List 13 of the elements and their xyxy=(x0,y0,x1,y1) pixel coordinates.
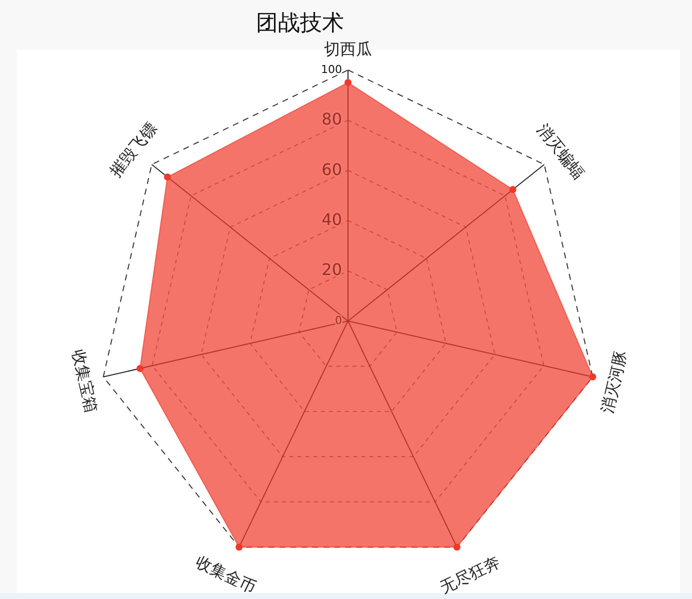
category-label: 消灭河豚 xyxy=(598,348,630,416)
category-label: 收集金币 xyxy=(192,552,259,598)
category-label: 收集宝箱 xyxy=(68,348,102,414)
y-tick-label: 20 xyxy=(322,260,342,280)
y-tick-label: 100 xyxy=(321,63,342,76)
y-tick-label: 60 xyxy=(322,160,342,179)
title: 团战技术 xyxy=(256,11,344,36)
category-label: 切西瓜 xyxy=(324,39,372,58)
category-label: 消灭蝙蝠 xyxy=(533,120,588,182)
y-tick-label: 40 xyxy=(322,210,342,229)
category-label: 摧毁飞镖 xyxy=(106,118,161,181)
y-tick-label: 80 xyxy=(322,110,342,129)
category-label: 无尽狂奔 xyxy=(437,552,504,598)
